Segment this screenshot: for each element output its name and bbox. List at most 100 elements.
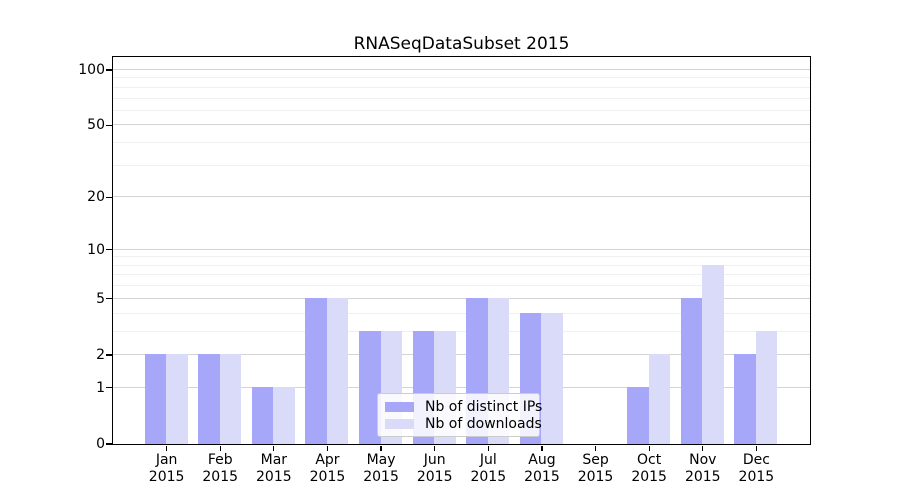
gridline-minor xyxy=(112,77,810,79)
x-tick-month: Dec xyxy=(742,452,770,468)
y-tick-mark xyxy=(105,69,112,71)
x-tick-label: Mar 2015 xyxy=(234,452,314,485)
x-tick-mark xyxy=(648,445,650,451)
bar-nb-of-downloads-mar xyxy=(273,387,295,444)
x-tick-label: Jun 2015 xyxy=(395,452,475,485)
y-tick-label: 0 xyxy=(96,436,105,452)
x-tick-label: Dec 2015 xyxy=(716,452,796,485)
x-tick-month: Jul xyxy=(479,452,497,468)
legend-label-downloads: Nb of downloads xyxy=(425,415,542,432)
legend-item-distinct-ips: Nb of distinct IPs xyxy=(385,398,542,415)
x-tick-mark xyxy=(166,445,168,451)
legend: Nb of distinct IPs Nb of downloads xyxy=(377,393,542,437)
gridline-minor xyxy=(112,312,810,314)
y-tick-label: 1 xyxy=(96,379,105,396)
gridline-major xyxy=(112,353,810,355)
bar-nb-of-downloads-dec xyxy=(755,331,778,444)
x-tick-year: 2015 xyxy=(577,468,614,485)
bar-nb-of-distinct-ips-nov xyxy=(680,298,703,444)
x-tick-label: Jan 2015 xyxy=(127,452,207,485)
x-tick-label: Aug 2015 xyxy=(502,452,582,485)
bar-nb-of-downloads-jan xyxy=(166,354,188,444)
x-tick-year: 2015 xyxy=(202,468,239,485)
bar-nb-of-distinct-ips-apr xyxy=(305,298,327,444)
x-tick-month: Jan xyxy=(155,452,178,468)
gridline-major xyxy=(112,196,810,198)
x-tick-mark xyxy=(487,445,489,451)
x-tick-mark xyxy=(702,445,704,451)
x-tick-mark xyxy=(755,445,757,451)
gridline-minor xyxy=(112,97,810,99)
x-tick-year: 2015 xyxy=(416,468,453,485)
legend-label-distinct-ips: Nb of distinct IPs xyxy=(425,398,543,415)
x-tick-month: Nov xyxy=(689,452,717,468)
y-tick-label: 20 xyxy=(87,189,105,206)
y-tick-label: 2 xyxy=(96,346,105,363)
bar-nb-of-distinct-ips-may xyxy=(359,331,381,444)
gridline-minor xyxy=(112,164,810,166)
x-tick-month: Feb xyxy=(207,452,233,468)
x-tick-year: 2015 xyxy=(684,468,721,485)
x-tick-year: 2015 xyxy=(363,468,399,485)
legend-swatch-downloads xyxy=(385,418,414,429)
x-tick-year: 2015 xyxy=(470,468,507,485)
gridline-major xyxy=(112,248,810,250)
x-tick-mark xyxy=(380,445,382,451)
y-tick-mark xyxy=(105,443,112,445)
bar-nb-of-downloads-feb xyxy=(219,354,242,444)
legend-swatch-distinct-ips xyxy=(385,401,414,412)
x-tick-mark xyxy=(326,445,329,451)
legend-item-downloads: Nb of downloads xyxy=(385,415,542,432)
x-tick-mark xyxy=(273,445,275,451)
y-tick-label: 50 xyxy=(87,117,105,134)
plot-area xyxy=(111,55,811,445)
bar-nb-of-downloads-oct xyxy=(648,354,671,444)
x-tick-year: 2015 xyxy=(631,468,667,485)
x-tick-year: 2015 xyxy=(524,468,560,485)
x-tick-month: May xyxy=(366,452,396,468)
gridline-minor xyxy=(112,86,810,88)
x-tick-mark xyxy=(594,445,597,451)
gridline-minor xyxy=(112,142,810,144)
y-tick-label: 10 xyxy=(87,241,105,258)
y-tick-mark xyxy=(105,124,112,126)
bar-nb-of-downloads-nov xyxy=(702,265,724,444)
gridline-minor xyxy=(112,109,810,111)
x-tick-label: Oct 2015 xyxy=(609,452,689,485)
gridline-minor xyxy=(112,264,810,266)
x-tick-month: Sep xyxy=(582,452,609,468)
chart-title: RNASeqDataSubset 2015 xyxy=(353,34,570,54)
gridline-major xyxy=(112,297,810,299)
y-tick-label: 100 xyxy=(78,61,105,78)
x-tick-year: 2015 xyxy=(309,468,346,485)
x-tick-month: Mar xyxy=(260,452,288,468)
gridline-minor xyxy=(112,285,810,287)
x-tick-year: 2015 xyxy=(148,468,185,485)
y-tick-mark xyxy=(105,354,112,356)
bar-nb-of-downloads-apr xyxy=(326,298,349,444)
gridline-major xyxy=(112,124,810,126)
y-tick-mark xyxy=(105,387,112,389)
bar-nb-of-downloads-aug xyxy=(541,313,563,444)
y-tick-label: 5 xyxy=(96,290,105,307)
x-tick-label: Nov 2015 xyxy=(663,452,743,485)
bar-nb-of-distinct-ips-feb xyxy=(198,354,220,444)
x-tick-mark xyxy=(541,445,543,451)
y-tick-mark xyxy=(105,196,112,198)
x-tick-year: 2015 xyxy=(738,468,775,485)
x-tick-label: May 2015 xyxy=(341,452,421,485)
y-tick-mark xyxy=(105,298,112,300)
gridline-minor xyxy=(112,256,810,258)
x-tick-mark xyxy=(219,445,221,451)
x-tick-month: Aug xyxy=(528,452,556,468)
gridline-major xyxy=(112,68,810,70)
gridline-minor xyxy=(112,330,810,332)
bar-nb-of-distinct-ips-dec xyxy=(734,354,756,444)
y-tick-mark xyxy=(105,249,112,251)
x-tick-label: Feb 2015 xyxy=(180,452,260,485)
gridline-minor xyxy=(112,274,810,276)
x-tick-year: 2015 xyxy=(256,468,292,485)
x-tick-month: Jun xyxy=(423,452,446,468)
x-tick-label: Sep 2015 xyxy=(556,452,636,485)
